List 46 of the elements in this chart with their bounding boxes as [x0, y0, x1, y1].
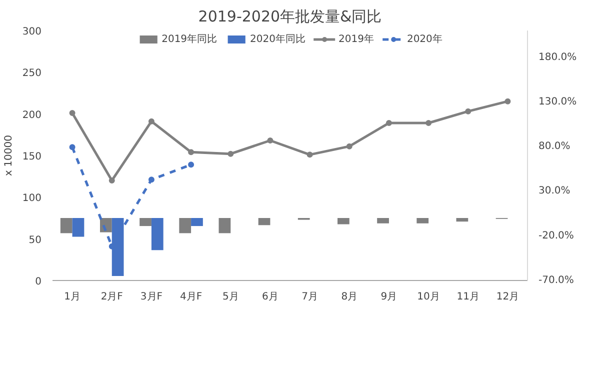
point — [148, 118, 154, 124]
x-tick-label: 9月 — [380, 292, 398, 302]
legend-label: 2019年同比 — [162, 32, 218, 46]
legend-label: 2020年同比 — [250, 32, 306, 46]
point — [426, 120, 432, 126]
y2-tick-label: 30.0% — [538, 186, 570, 197]
point — [188, 149, 194, 156]
y-tick-label: 0 — [35, 276, 42, 288]
y2-tick-label: 180.0% — [538, 52, 577, 63]
y-tick-label: 300 — [22, 26, 42, 38]
y-axis-title: x 10000 — [3, 135, 14, 176]
legend-label: 2019年 — [338, 33, 374, 46]
y-tick-label: 250 — [22, 68, 42, 80]
y2-tick-label: -20.0% — [538, 230, 574, 242]
point — [148, 176, 154, 183]
point — [69, 144, 76, 150]
point — [306, 152, 313, 158]
y-tick-label: 50 — [28, 234, 42, 246]
x-tick-label: 6月 — [262, 292, 278, 302]
point — [465, 108, 472, 114]
point — [504, 98, 511, 104]
x-tick-label: 5月 — [222, 292, 239, 302]
point — [267, 138, 274, 144]
chart-title: 2019-2020年批发量&同比 — [198, 8, 382, 26]
point — [108, 178, 115, 184]
x-tick-label: 11月 — [456, 292, 480, 302]
x-tick-label: 3月F — [140, 292, 163, 302]
y2-tick-label: 80.0% — [538, 141, 570, 152]
x-tick-label: 2月F — [100, 292, 124, 302]
point — [346, 143, 352, 150]
y2-tick-label: -70.0% — [538, 275, 574, 286]
legend-label: 2020年 — [406, 33, 442, 46]
x-tick-label: 8月 — [341, 292, 358, 302]
x-tick-label: 4月F — [180, 292, 202, 302]
x-tick-label: 7月 — [302, 292, 318, 302]
x-tick-label: 10月 — [417, 292, 440, 302]
x-tick-label: 1月 — [64, 292, 80, 302]
point — [228, 150, 234, 157]
y-tick-label: 150 — [22, 152, 42, 162]
y-tick-label: 100 — [22, 193, 42, 204]
y-tick-label: 200 — [22, 110, 42, 121]
y2-tick-label: 130.0% — [538, 96, 577, 108]
point — [188, 162, 194, 168]
point — [386, 120, 392, 126]
x-tick-label: 12月 — [496, 292, 520, 302]
point — [69, 110, 76, 116]
